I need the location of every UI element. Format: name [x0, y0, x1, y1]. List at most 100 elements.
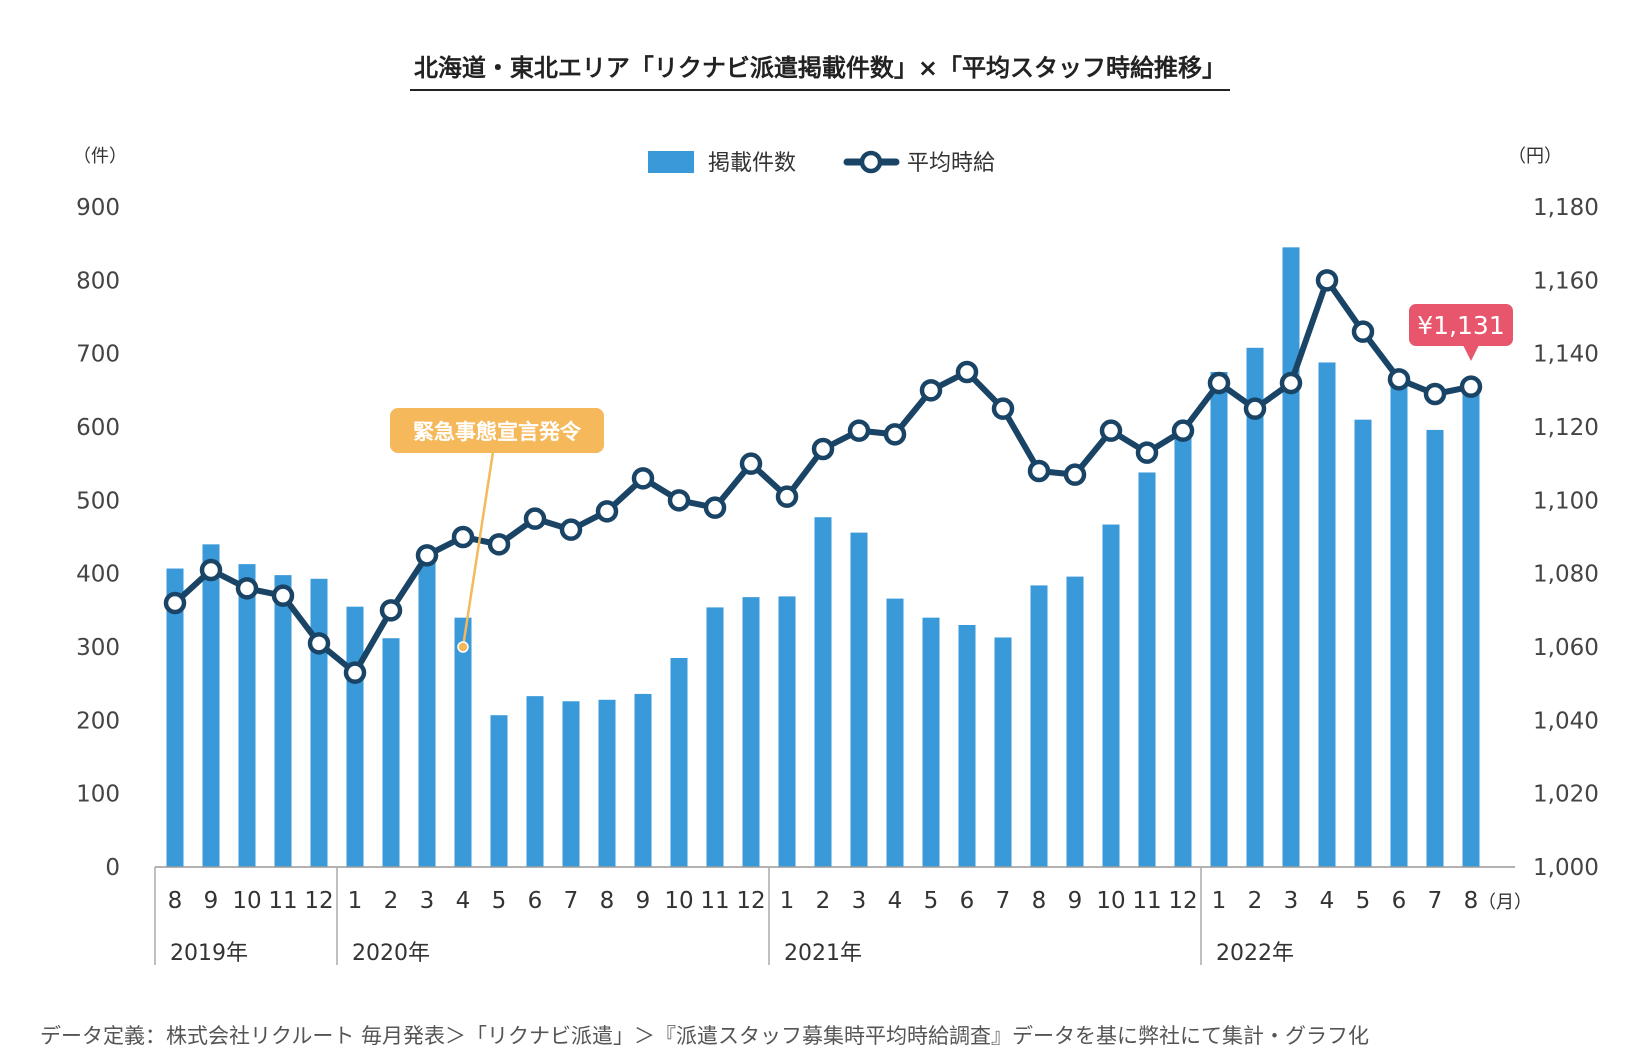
bar-18	[814, 517, 832, 867]
x-tick-label: 12	[304, 888, 333, 914]
y-right-tick-label: 1,060	[1533, 635, 1599, 661]
bar-34	[1390, 383, 1408, 867]
line-point-7	[415, 544, 439, 567]
y-left-tick-label: 700	[76, 342, 120, 368]
bar-29	[1210, 372, 1228, 867]
y-right-tick-label: 1,180	[1533, 195, 1599, 221]
x-tick-label: 3	[1284, 888, 1299, 914]
y-right-tick-label: 1,140	[1533, 342, 1599, 368]
x-tick-label: 5	[492, 888, 507, 914]
bar-6	[382, 638, 400, 867]
legend-line-label: 平均時給	[907, 151, 995, 176]
chart-title: 北海道・東北エリア「リクナビ派遣掲載件数」×「平均スタッフ時給推移」	[0, 48, 1640, 91]
x-tick-label: 11	[268, 888, 297, 914]
line-point-9	[487, 533, 511, 556]
y-left-tick-label: 500	[76, 488, 120, 514]
badge-text: ¥1,131	[1417, 311, 1504, 340]
bar-13	[634, 693, 652, 867]
line-point-5	[343, 661, 367, 684]
bar-15	[706, 607, 724, 867]
x-tick-label: 4	[1320, 888, 1335, 914]
line-point-32	[1315, 269, 1339, 292]
bar-32	[1318, 362, 1336, 867]
y-left-tick-label: 100	[76, 782, 120, 808]
line-point-1	[199, 558, 223, 582]
x-tick-label: 8	[600, 888, 615, 914]
line-point-3	[271, 584, 295, 607]
y-left-tick-label: 400	[76, 562, 120, 588]
y-left-tick-label: 0	[105, 855, 120, 881]
legend-bar-label: 掲載件数	[708, 151, 796, 176]
bar-35	[1426, 429, 1444, 867]
bar-24	[1030, 585, 1048, 867]
year-label: 2019年	[170, 941, 248, 966]
line-point-22	[955, 360, 979, 384]
bar-5	[346, 606, 364, 867]
line-point-13	[631, 467, 655, 490]
badge-pointer	[1463, 345, 1479, 361]
bar-23	[994, 637, 1012, 867]
bar-26	[1102, 524, 1120, 867]
line-point-17	[775, 485, 799, 508]
x-tick-label: 10	[664, 888, 693, 914]
y-left-tick-label: 200	[76, 708, 120, 734]
callout-dot	[457, 641, 469, 653]
line-point-0	[163, 591, 187, 615]
x-tick-label: 6	[960, 888, 975, 914]
bar-4	[310, 578, 328, 867]
line-point-16	[739, 452, 763, 475]
bar-1	[202, 544, 220, 867]
legend-bar-swatch	[648, 151, 694, 173]
x-tick-label: 8	[1032, 888, 1047, 914]
footnote: データ定義：株式会社リクルート 毎月発表＞「リクナビ派遣」＞『派遣スタッフ募集時…	[40, 1024, 1370, 1048]
line-point-35	[1423, 382, 1447, 406]
x-tick-label: 2	[1248, 888, 1263, 914]
latest-value-badge	[1409, 304, 1513, 346]
line-point-31	[1279, 371, 1303, 395]
bar-3	[274, 575, 292, 867]
x-tick-label: 7	[996, 888, 1011, 914]
line-point-26	[1099, 419, 1123, 442]
bar-30	[1246, 347, 1264, 867]
x-tick-label: 3	[420, 888, 435, 914]
line-point-33	[1351, 320, 1375, 343]
x-tick-label: 11	[1132, 888, 1161, 914]
bar-11	[562, 701, 580, 867]
bar-27	[1138, 472, 1156, 867]
x-tick-label: 8	[1464, 888, 1479, 914]
x-tick-label: 4	[888, 888, 903, 914]
line-point-18	[811, 437, 835, 461]
y-right-tick-label: 1,000	[1533, 855, 1599, 881]
bar-21	[922, 617, 940, 867]
x-tick-label: 7	[564, 888, 579, 914]
line-point-34	[1387, 368, 1411, 391]
line-point-23	[991, 397, 1015, 420]
line-point-29	[1207, 371, 1231, 395]
line-point-15	[703, 496, 727, 519]
x-tick-label: 9	[204, 888, 219, 914]
line-point-10	[523, 507, 547, 530]
y-left-tick-label: 800	[76, 268, 120, 294]
y-left-tick-label: 900	[76, 195, 120, 221]
bar-19	[850, 532, 868, 867]
y-left-tick-label: 600	[76, 415, 120, 441]
bar-2	[238, 564, 256, 867]
y-right-tick-label: 1,080	[1533, 562, 1599, 588]
year-label: 2020年	[352, 941, 430, 966]
line-point-4	[307, 632, 331, 655]
line-point-36	[1459, 375, 1483, 398]
bar-25	[1066, 576, 1084, 867]
y-left-tick-label: 300	[76, 635, 120, 661]
x-tick-label: 12	[736, 888, 765, 914]
bar-10	[526, 696, 544, 867]
line-point-28	[1171, 419, 1195, 442]
bar-9	[490, 715, 508, 867]
callout-leader	[461, 451, 495, 648]
line-point-24	[1027, 459, 1051, 483]
year-label: 2022年	[1216, 941, 1294, 966]
line-point-8	[451, 525, 475, 549]
line-point-21	[919, 379, 943, 402]
x-tick-label: 5	[1356, 888, 1371, 914]
year-label: 2021年	[784, 941, 862, 966]
bar-17	[778, 596, 796, 867]
